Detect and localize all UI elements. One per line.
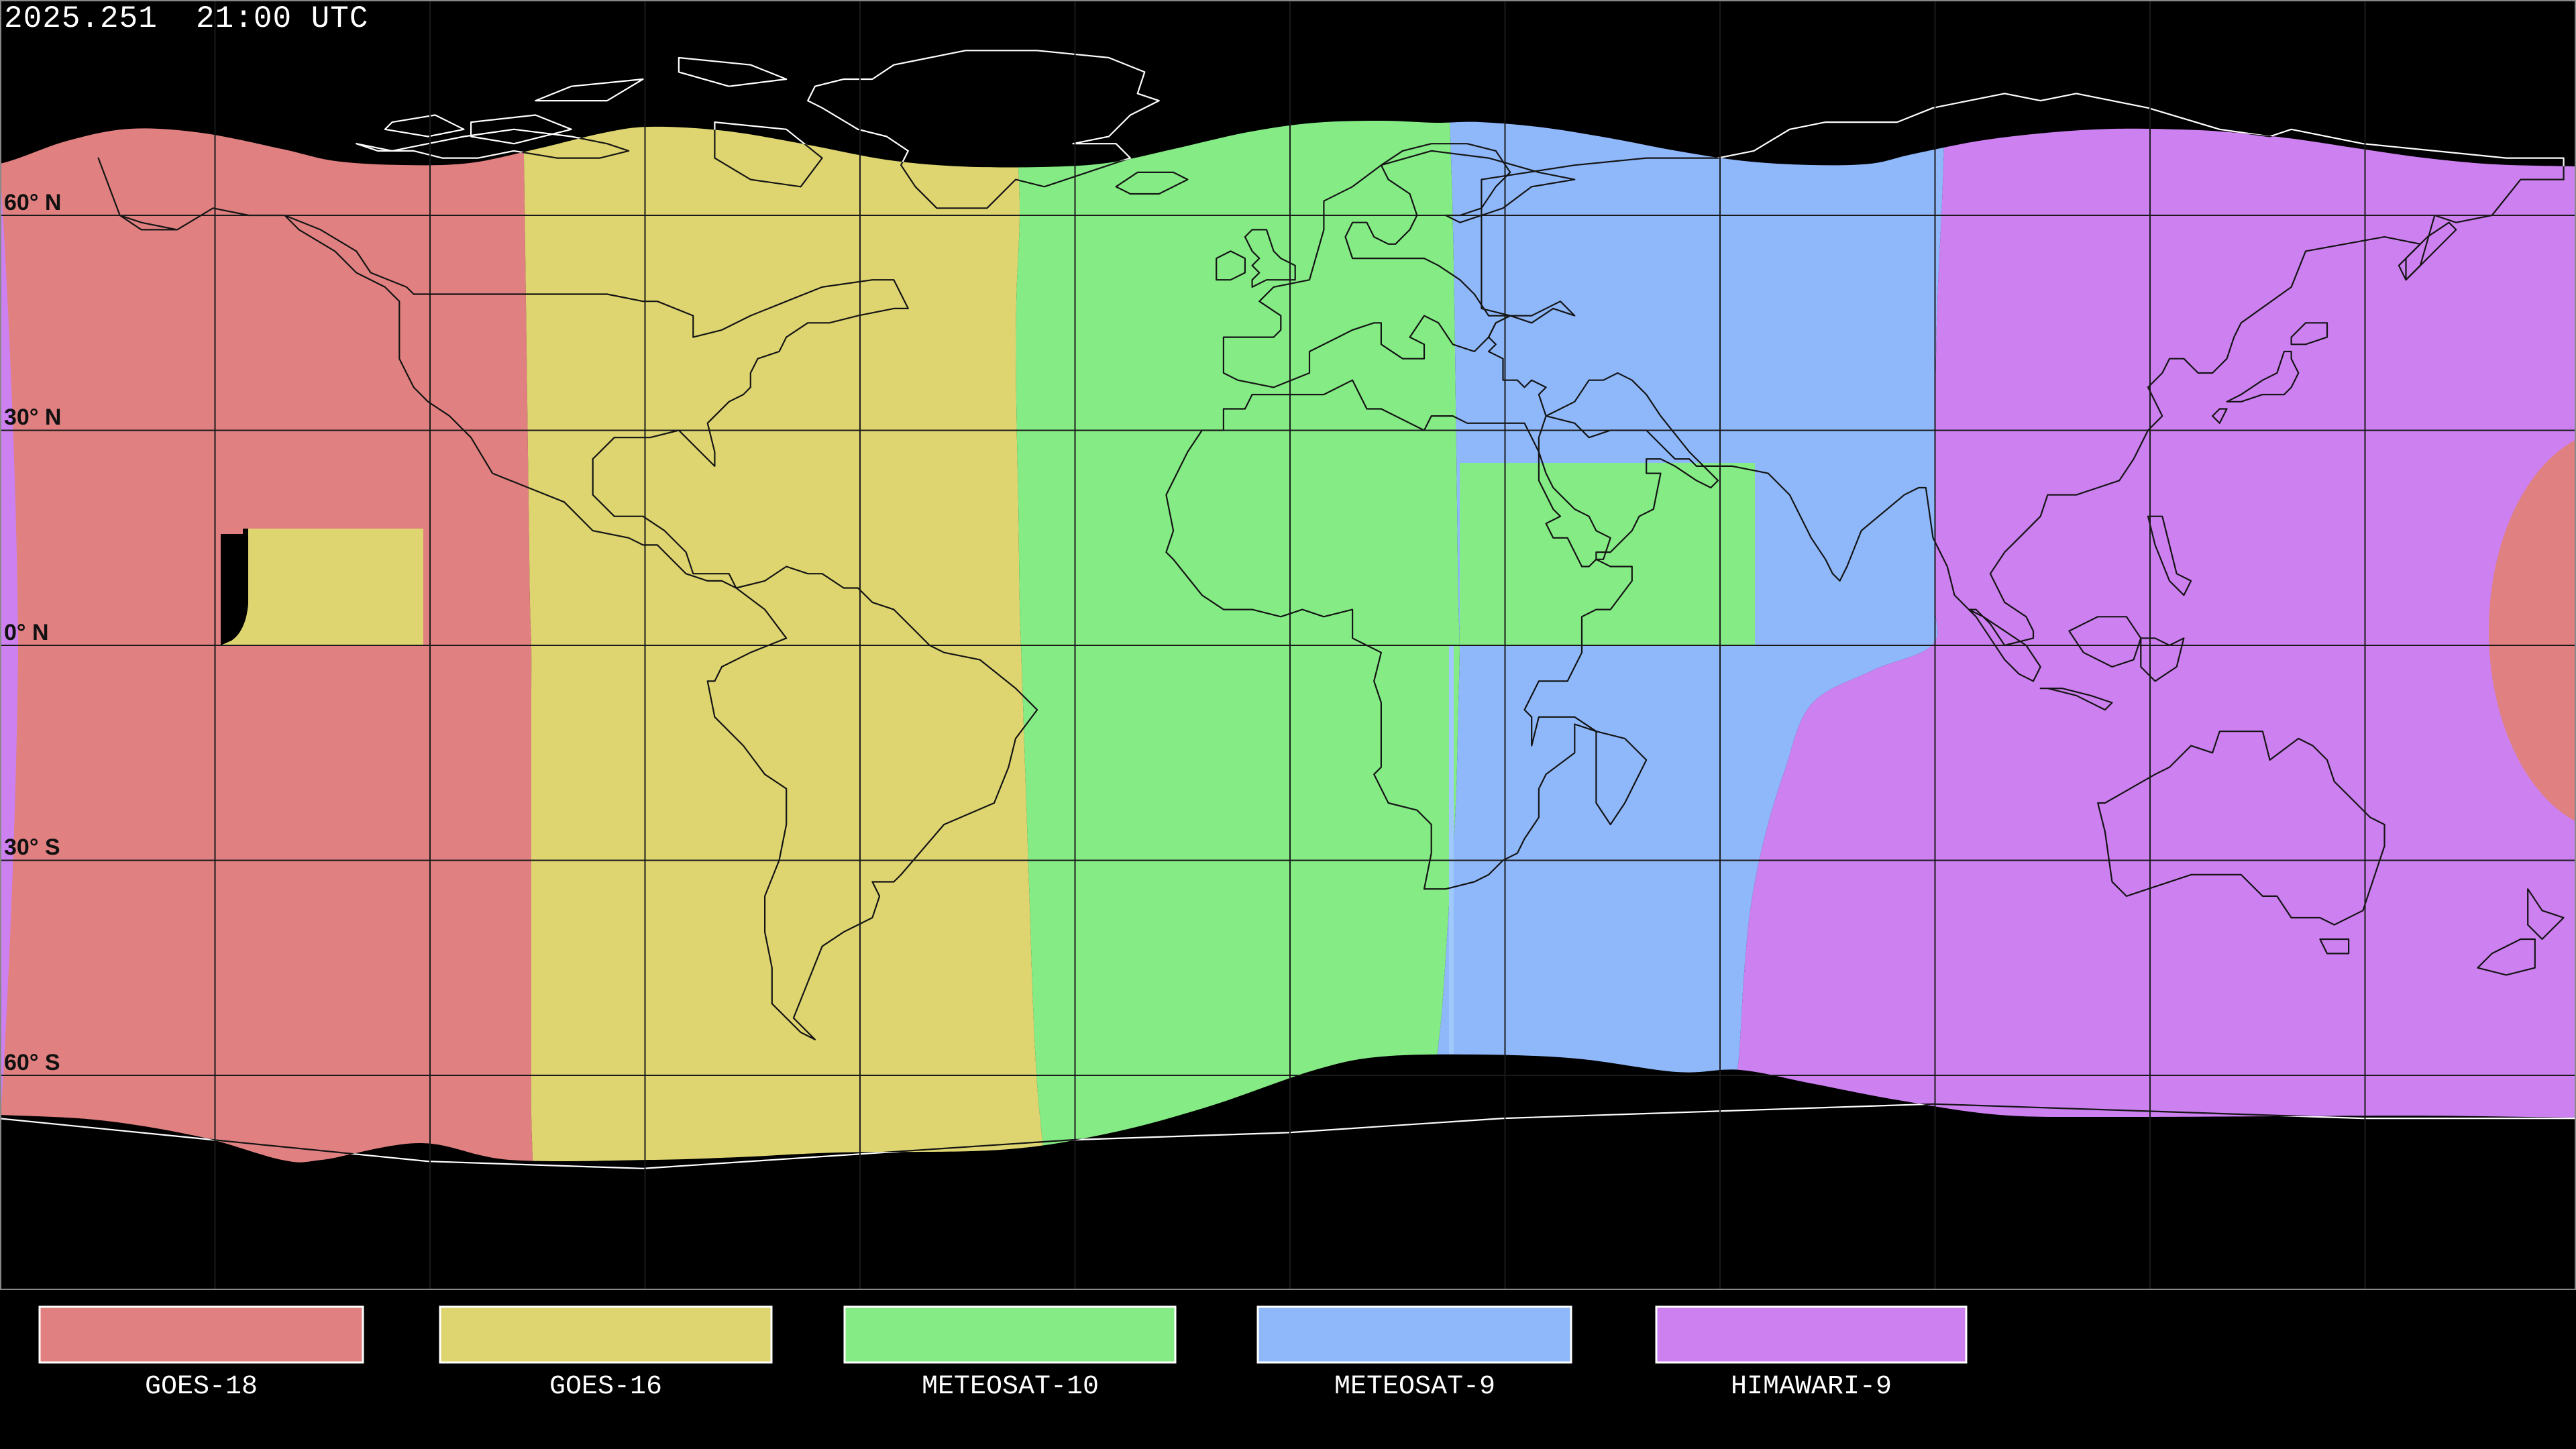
svg-text:METEOSAT-9: METEOSAT-9	[1334, 1372, 1495, 1402]
svg-text:0° N: 0° N	[4, 620, 49, 645]
svg-text:GOES-18: GOES-18	[145, 1372, 258, 1402]
svg-text:HIMAWARI-9: HIMAWARI-9	[1731, 1372, 1892, 1402]
svg-text:60° N: 60° N	[4, 190, 61, 215]
svg-text:METEOSAT-10: METEOSAT-10	[922, 1372, 1099, 1402]
svg-text:60° S: 60° S	[4, 1050, 60, 1075]
svg-text:30° S: 30° S	[4, 835, 60, 860]
svg-text:GOES-16: GOES-16	[549, 1372, 662, 1402]
svg-text:30° N: 30° N	[4, 405, 61, 430]
